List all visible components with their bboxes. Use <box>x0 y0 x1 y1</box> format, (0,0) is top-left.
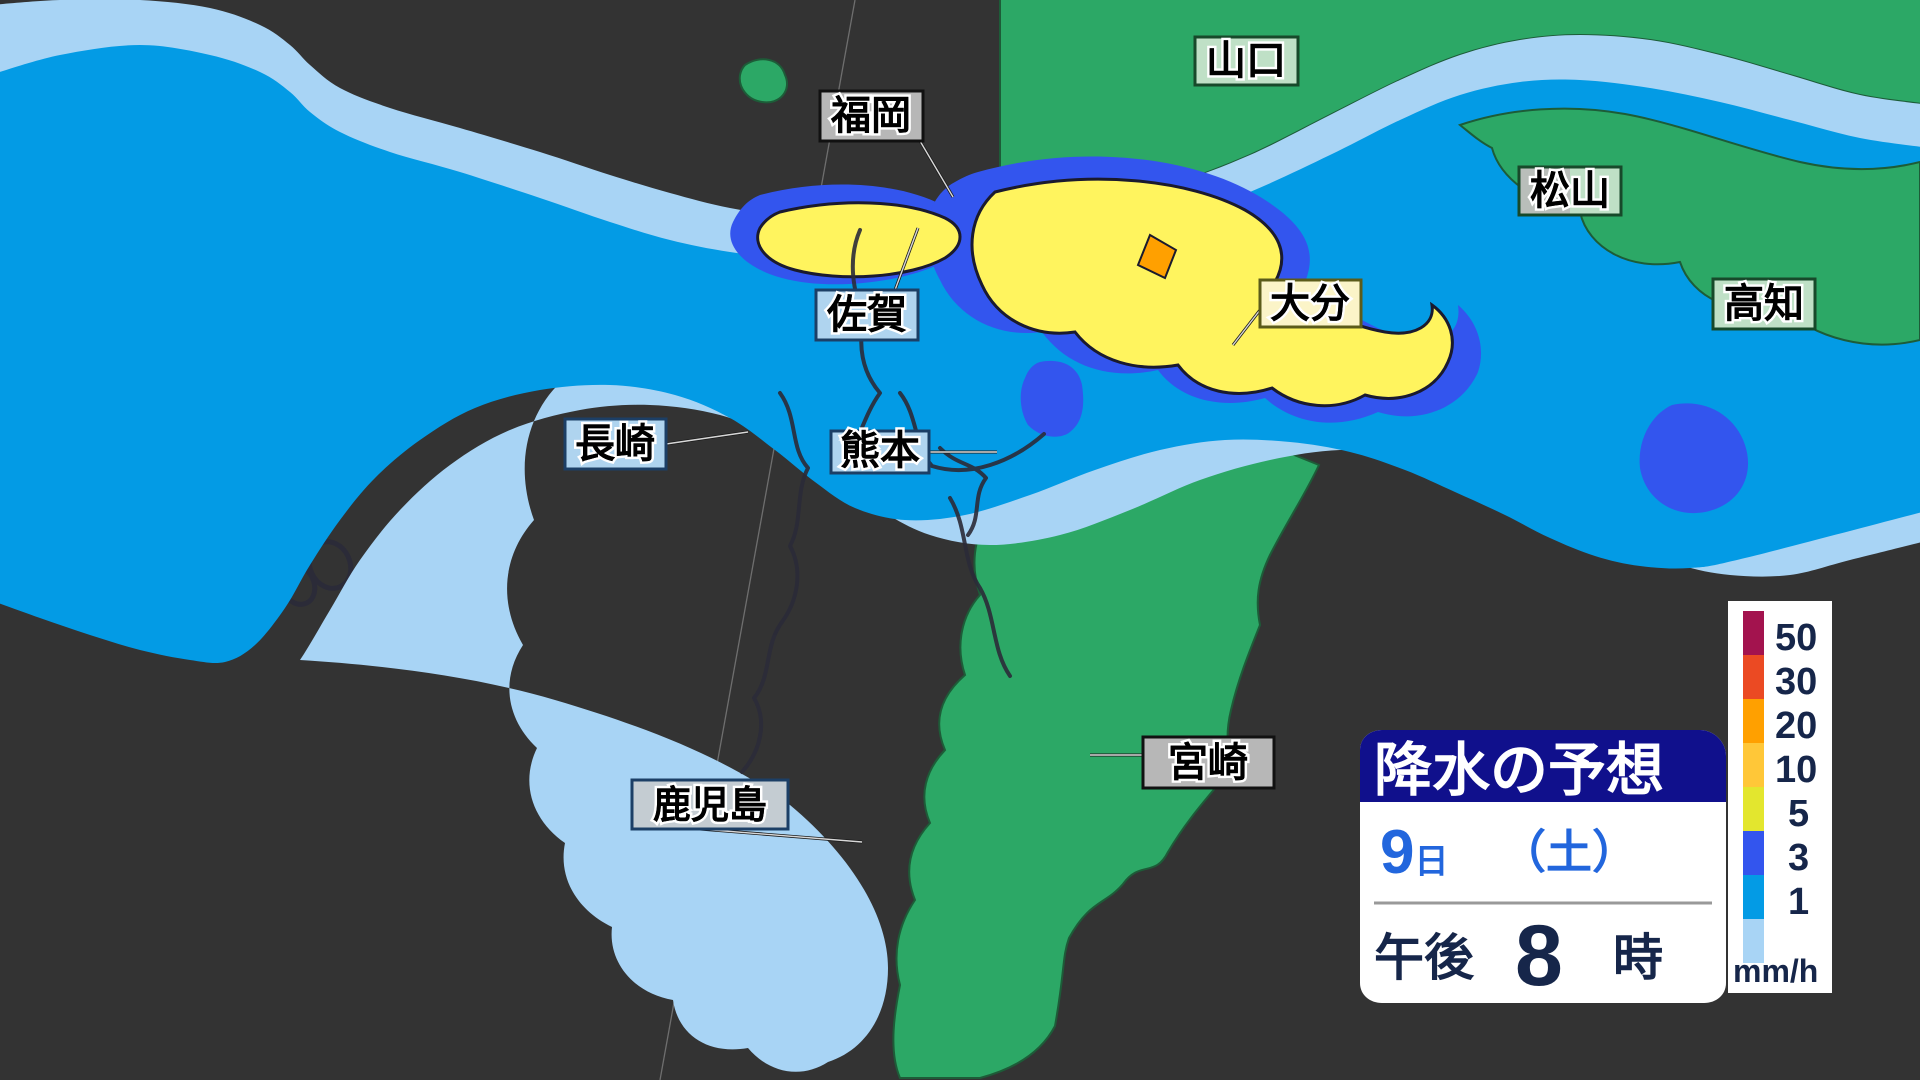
svg-text:mm/h: mm/h <box>1733 953 1818 989</box>
svg-text:佐賀: 佐賀 <box>826 293 907 337</box>
svg-text:10: 10 <box>1775 749 1817 791</box>
svg-text:鹿児島: 鹿児島 <box>653 785 767 827</box>
svg-text:降水の予想: 降水の予想 <box>1374 738 1664 803</box>
svg-text:長崎: 長崎 <box>575 422 655 466</box>
svg-text:松山: 松山 <box>1530 169 1610 213</box>
svg-text:山口: 山口 <box>1206 39 1286 83</box>
svg-text:3: 3 <box>1788 837 1809 879</box>
svg-text:50: 50 <box>1775 617 1817 659</box>
svg-text:熊本: 熊本 <box>840 429 920 473</box>
svg-text:高知: 高知 <box>1724 282 1804 326</box>
svg-text:1: 1 <box>1788 881 1809 923</box>
svg-text:宮崎: 宮崎 <box>1168 741 1248 785</box>
svg-text:時: 時 <box>1613 930 1663 986</box>
svg-text:（土）: （土） <box>1500 826 1638 878</box>
svg-text:大分: 大分 <box>1270 282 1350 326</box>
svg-text:5: 5 <box>1788 793 1809 835</box>
svg-text:20: 20 <box>1775 705 1817 747</box>
svg-text:午後: 午後 <box>1374 930 1475 986</box>
svg-text:福岡: 福岡 <box>830 94 911 138</box>
svg-text:30: 30 <box>1775 661 1817 703</box>
svg-text:8: 8 <box>1515 908 1563 1004</box>
